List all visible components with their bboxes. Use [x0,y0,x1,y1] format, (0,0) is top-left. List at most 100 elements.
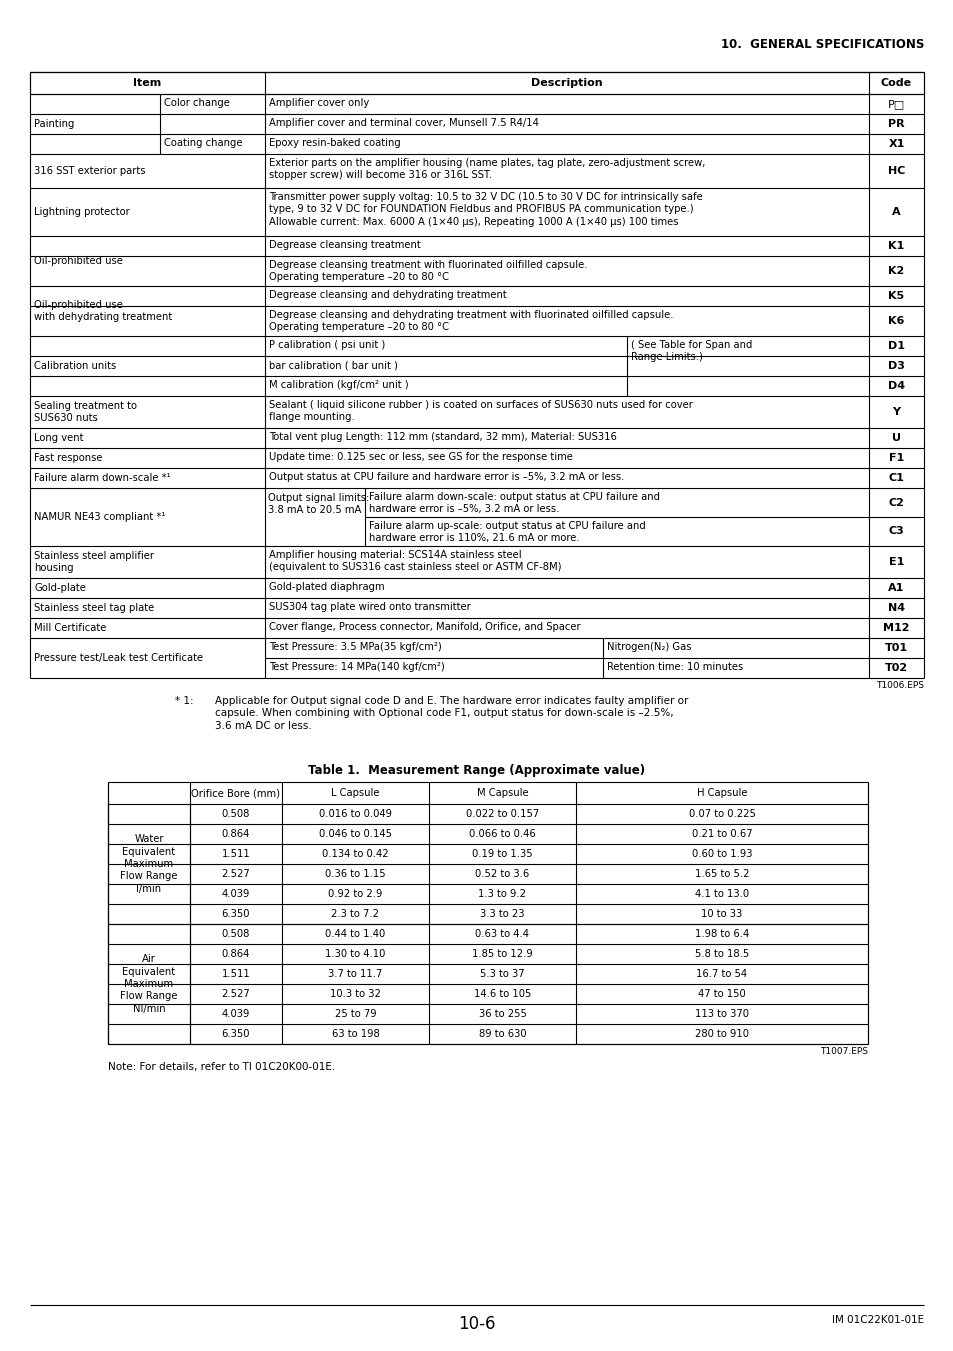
Text: Degrease cleansing treatment with fluorinated oilfilled capsule.
Operating tempe: Degrease cleansing treatment with fluori… [269,259,587,282]
Text: Calibration units: Calibration units [34,361,116,372]
Text: T01: T01 [884,643,907,653]
Text: Painting: Painting [34,119,74,128]
Text: HC: HC [887,166,904,176]
Text: 89 to 630: 89 to 630 [478,1029,526,1039]
Text: M calibration (kgf/cm² unit ): M calibration (kgf/cm² unit ) [269,380,408,390]
Text: 4.1 to 13.0: 4.1 to 13.0 [694,889,748,898]
Text: Epoxy resin-baked coating: Epoxy resin-baked coating [269,138,400,149]
Text: 0.19 to 1.35: 0.19 to 1.35 [472,848,533,859]
Text: M12: M12 [882,623,909,634]
Text: Failure alarm down-scale: output status at CPU failure and
hardware error is –5%: Failure alarm down-scale: output status … [369,492,659,515]
Text: Oil-prohibited use: Oil-prohibited use [34,255,123,266]
Text: Amplifier cover only: Amplifier cover only [269,99,369,108]
Text: Air
Equivalent
Maximum
Flow Range
Nl/min: Air Equivalent Maximum Flow Range Nl/min [120,954,177,1013]
Text: 6.350: 6.350 [221,909,250,919]
Text: Test Pressure: 14 MPa(140 kgf/cm²): Test Pressure: 14 MPa(140 kgf/cm²) [269,662,444,671]
Text: 25 to 79: 25 to 79 [335,1009,375,1019]
Text: Cover flange, Process connector, Manifold, Orifice, and Spacer: Cover flange, Process connector, Manifol… [269,621,580,632]
Text: 2.3 to 7.2: 2.3 to 7.2 [331,909,379,919]
Text: T02: T02 [884,663,907,673]
Text: 10-6: 10-6 [457,1315,496,1333]
Text: 1.30 to 4.10: 1.30 to 4.10 [325,948,385,959]
Text: 0.134 to 0.42: 0.134 to 0.42 [322,848,389,859]
Text: 5.8 to 18.5: 5.8 to 18.5 [694,948,748,959]
Text: 10 to 33: 10 to 33 [700,909,741,919]
Text: Mill Certificate: Mill Certificate [34,623,107,634]
Text: Amplifier cover and terminal cover, Munsell 7.5 R4/14: Amplifier cover and terminal cover, Muns… [269,118,538,128]
Text: 10.  GENERAL SPECIFICATIONS: 10. GENERAL SPECIFICATIONS [720,38,923,51]
Text: PR: PR [887,119,903,128]
Text: 280 to 910: 280 to 910 [695,1029,748,1039]
Text: Gold-plate: Gold-plate [34,584,86,593]
Text: Table 1.  Measurement Range (Approximate value): Table 1. Measurement Range (Approximate … [308,765,645,777]
Text: 0.07 to 0.225: 0.07 to 0.225 [688,809,755,819]
Text: 5.3 to 37: 5.3 to 37 [479,969,524,979]
Text: SUS304 tag plate wired onto transmitter: SUS304 tag plate wired onto transmitter [269,603,470,612]
Text: 63 to 198: 63 to 198 [332,1029,379,1039]
Text: P□: P□ [887,99,904,109]
Text: Output status at CPU failure and hardware error is –5%, 3.2 mA or less.: Output status at CPU failure and hardwar… [269,471,623,482]
Text: Oil-prohibited use
with dehydrating treatment: Oil-prohibited use with dehydrating trea… [34,300,172,322]
Text: 2.527: 2.527 [221,989,250,998]
Text: K5: K5 [887,290,903,301]
Text: 36 to 255: 36 to 255 [478,1009,526,1019]
Text: N4: N4 [887,603,904,613]
Text: bar calibration ( bar unit ): bar calibration ( bar unit ) [269,359,397,370]
Text: D1: D1 [887,340,904,351]
Text: T1006.EPS: T1006.EPS [875,681,923,690]
Text: E1: E1 [888,557,903,567]
Text: 1.98 to 6.4: 1.98 to 6.4 [694,929,748,939]
Text: C2: C2 [887,497,903,508]
Text: P calibration ( psi unit ): P calibration ( psi unit ) [269,340,385,350]
Text: 2.527: 2.527 [221,869,250,880]
Text: Test Pressure: 3.5 MPa(35 kgf/cm²): Test Pressure: 3.5 MPa(35 kgf/cm²) [269,642,441,653]
Text: Long vent: Long vent [34,434,84,443]
Text: 316 SST exterior parts: 316 SST exterior parts [34,166,146,176]
Text: Failure alarm up-scale: output status at CPU failure and
hardware error is 110%,: Failure alarm up-scale: output status at… [369,521,645,543]
Text: Orifice Bore (mm): Orifice Bore (mm) [192,788,280,798]
Text: 0.864: 0.864 [222,948,250,959]
Text: D3: D3 [887,361,904,372]
Text: IM 01C22K01-01E: IM 01C22K01-01E [831,1315,923,1325]
Text: 0.63 to 4.4: 0.63 to 4.4 [475,929,529,939]
Text: Pressure test/Leak test Certificate: Pressure test/Leak test Certificate [34,653,203,663]
Text: 1.85 to 12.9: 1.85 to 12.9 [472,948,533,959]
Text: 10.3 to 32: 10.3 to 32 [330,989,380,998]
Text: U: U [891,434,900,443]
Text: Degrease cleansing and dehydrating treatment with fluorinated oilfilled capsule.: Degrease cleansing and dehydrating treat… [269,309,673,332]
Bar [30,72,923,95]
Text: Output signal limits:
3.8 mA to 20.5 mA: Output signal limits: 3.8 mA to 20.5 mA [268,493,369,515]
Text: X1: X1 [887,139,903,149]
Text: 47 to 150: 47 to 150 [698,989,745,998]
Text: Color change: Color change [164,99,230,108]
Text: 1.65 to 5.2: 1.65 to 5.2 [694,869,748,880]
Text: 0.066 to 0.46: 0.066 to 0.46 [469,830,536,839]
Text: 1.511: 1.511 [221,969,250,979]
Text: 1.511: 1.511 [221,848,250,859]
Text: Exterior parts on the amplifier housing (name plates, tag plate, zero-adjustment: Exterior parts on the amplifier housing … [269,158,704,181]
Text: Amplifier housing material: SCS14A stainless steel
(equivalent to SUS316 cast st: Amplifier housing material: SCS14A stain… [269,550,561,573]
Text: 113 to 370: 113 to 370 [695,1009,748,1019]
Text: M Capsule: M Capsule [476,788,528,798]
Text: NAMUR NE43 compliant *¹: NAMUR NE43 compliant *¹ [34,512,165,521]
Text: * 1:: * 1: [174,696,193,707]
Text: 0.21 to 0.67: 0.21 to 0.67 [691,830,752,839]
Text: 3.7 to 11.7: 3.7 to 11.7 [328,969,382,979]
Text: H Capsule: H Capsule [696,788,746,798]
Text: D4: D4 [887,381,904,390]
Text: F1: F1 [888,453,903,463]
Text: 14.6 to 105: 14.6 to 105 [474,989,531,998]
Text: Degrease cleansing and dehydrating treatment: Degrease cleansing and dehydrating treat… [269,290,506,300]
Text: 1.3 to 9.2: 1.3 to 9.2 [478,889,526,898]
Text: A: A [891,207,900,218]
Text: 0.60 to 1.93: 0.60 to 1.93 [691,848,752,859]
Text: C3: C3 [887,527,903,536]
Text: ( See Table for Span and
Range Limits.): ( See Table for Span and Range Limits.) [630,340,752,362]
Text: Failure alarm down-scale *¹: Failure alarm down-scale *¹ [34,473,171,484]
Text: Water
Equivalent
Maximum
Flow Range
l/min: Water Equivalent Maximum Flow Range l/mi… [120,834,177,894]
Text: Lightning protector: Lightning protector [34,207,130,218]
Text: 0.508: 0.508 [222,809,250,819]
Text: K6: K6 [887,316,903,326]
Text: 0.36 to 1.15: 0.36 to 1.15 [325,869,385,880]
Text: Retention time: 10 minutes: Retention time: 10 minutes [606,662,742,671]
